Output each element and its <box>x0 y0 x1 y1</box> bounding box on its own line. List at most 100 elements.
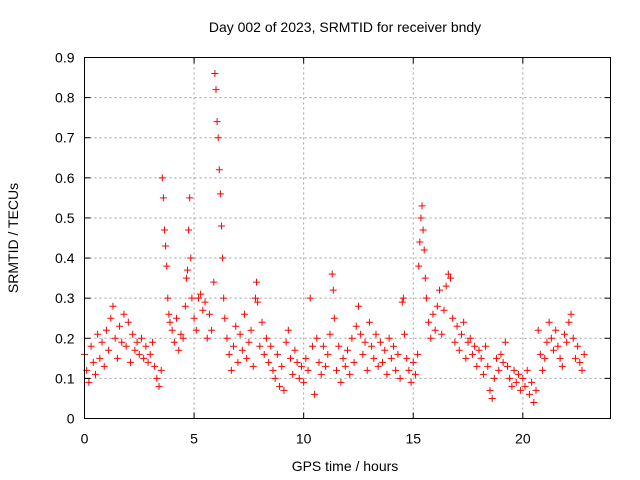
data-point <box>190 314 198 322</box>
data-point <box>396 374 404 382</box>
data-point <box>576 358 584 366</box>
data-point <box>354 302 362 310</box>
data-point <box>276 382 284 390</box>
data-point <box>148 338 156 346</box>
data-point <box>344 346 351 354</box>
data-point <box>300 378 308 386</box>
data-point <box>431 326 439 334</box>
data-point <box>416 238 424 246</box>
data-point <box>471 342 479 350</box>
data-point <box>100 362 108 370</box>
data-point <box>451 338 459 346</box>
data-point <box>225 350 233 358</box>
data-point <box>565 318 573 326</box>
data-point <box>372 330 380 338</box>
data-point <box>179 334 187 342</box>
data-point <box>534 326 542 334</box>
data-point <box>574 342 582 350</box>
data-point <box>216 190 224 198</box>
data-point <box>350 358 358 366</box>
data-point <box>421 274 429 282</box>
x-axis-title: GPS time / hours <box>292 458 399 474</box>
y-tick-label: 0.1 <box>55 370 75 386</box>
data-point <box>400 330 408 338</box>
data-point <box>293 358 301 366</box>
data-point <box>133 338 141 346</box>
data-point <box>495 366 503 374</box>
data-point <box>187 254 195 262</box>
data-point <box>213 118 221 126</box>
data-point <box>317 370 325 378</box>
data-point <box>319 342 327 350</box>
data-point <box>182 274 190 282</box>
data-point <box>308 342 316 350</box>
data-point <box>512 378 520 386</box>
data-point <box>157 366 165 374</box>
data-point <box>181 302 189 310</box>
data-point <box>304 366 312 374</box>
data-point <box>278 362 286 370</box>
data-point <box>105 346 113 354</box>
data-point <box>569 334 577 342</box>
data-point <box>374 362 382 370</box>
data-point <box>109 302 117 310</box>
data-point <box>118 338 126 346</box>
data-point <box>447 274 455 282</box>
data-point <box>142 342 150 350</box>
data-point <box>466 334 474 342</box>
data-point <box>532 386 540 394</box>
data-point <box>490 374 498 382</box>
data-point <box>232 322 240 330</box>
data-point <box>96 354 104 362</box>
data-point <box>497 350 505 358</box>
data-point <box>197 290 205 298</box>
data-point <box>282 338 290 346</box>
x-tick-label: 5 <box>190 431 198 447</box>
data-point <box>477 354 485 362</box>
data-point <box>311 390 319 398</box>
data-point <box>508 382 516 390</box>
data-point <box>455 346 463 354</box>
data-point <box>381 346 389 354</box>
data-point <box>449 314 457 322</box>
data-point <box>419 226 427 234</box>
data-point <box>201 298 209 306</box>
data-point <box>464 338 472 346</box>
data-point <box>488 394 496 402</box>
data-point <box>475 346 483 354</box>
data-point <box>122 342 130 350</box>
data-point <box>558 362 566 370</box>
data-point <box>525 390 533 398</box>
data-point <box>137 334 145 342</box>
data-point <box>260 350 268 358</box>
data-point <box>173 314 181 322</box>
data-point <box>519 374 527 382</box>
data-point <box>479 370 487 378</box>
data-point <box>163 262 171 270</box>
data-point <box>129 330 137 338</box>
data-point <box>192 326 200 334</box>
data-point <box>249 362 257 370</box>
data-point <box>427 334 435 342</box>
data-point <box>194 294 202 302</box>
data-point <box>501 338 509 346</box>
data-point <box>151 362 159 370</box>
data-point <box>405 366 413 374</box>
x-tick-label: 15 <box>405 431 421 447</box>
data-point <box>223 334 231 342</box>
data-point <box>208 326 216 334</box>
data-point <box>265 358 273 366</box>
data-point <box>385 334 393 342</box>
data-point <box>365 318 373 326</box>
data-point <box>124 318 132 326</box>
data-point <box>554 342 562 350</box>
data-point <box>337 378 345 386</box>
data-point <box>407 378 415 386</box>
data-point <box>523 366 531 374</box>
data-point <box>403 354 411 362</box>
data-point <box>245 338 253 346</box>
data-point <box>425 318 433 326</box>
data-point <box>330 314 338 322</box>
data-point <box>556 354 564 362</box>
